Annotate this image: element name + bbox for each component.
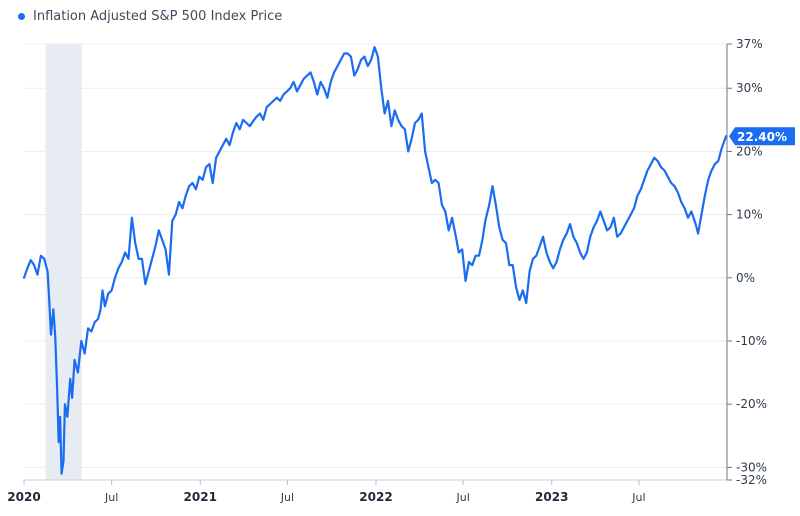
legend-marker-icon [18,13,25,20]
x-tick-label: 2022 [359,490,392,504]
last-value-label: 22.40% [737,130,787,144]
y-tick-label: 10% [736,208,763,222]
x-tick-label: 2020 [7,490,40,504]
series-line [22,46,728,475]
y-tick-label: 0% [736,271,755,285]
y-tick-label: -20% [736,397,767,411]
gridlines [24,43,727,468]
labels-layer: 22.40% [729,127,795,146]
x-tick-label: Jul [455,491,469,504]
x-tick-label: Jul [280,491,294,504]
x-tick-label: Jul [104,491,118,504]
axes: 37% 30% 20% 10% 0% -10% -20% -30%-32% 2020 Jul 202… [7,37,767,504]
y-tick-label: 20% [736,144,763,158]
x-tick-label: 2023 [535,490,568,504]
series-layer [22,46,728,475]
last-value-badge [729,127,795,146]
x-tick-label: Jul [631,491,645,504]
chart-legend[interactable]: Inflation Adjusted S&P 500 Index Price [18,9,282,24]
x-tick-label: 2021 [184,490,217,504]
shaded-period [45,44,82,480]
legend-label: Inflation Adjusted S&P 500 Index Price [33,9,283,24]
shaded-period-layer [45,44,82,480]
y-tick-label: -30% [736,460,767,474]
y-tick-label: -32% [736,473,767,487]
y-tick-label: 30% [736,81,763,95]
y-tick-label: -10% [736,334,767,348]
y-tick-label: 37% [736,37,763,51]
